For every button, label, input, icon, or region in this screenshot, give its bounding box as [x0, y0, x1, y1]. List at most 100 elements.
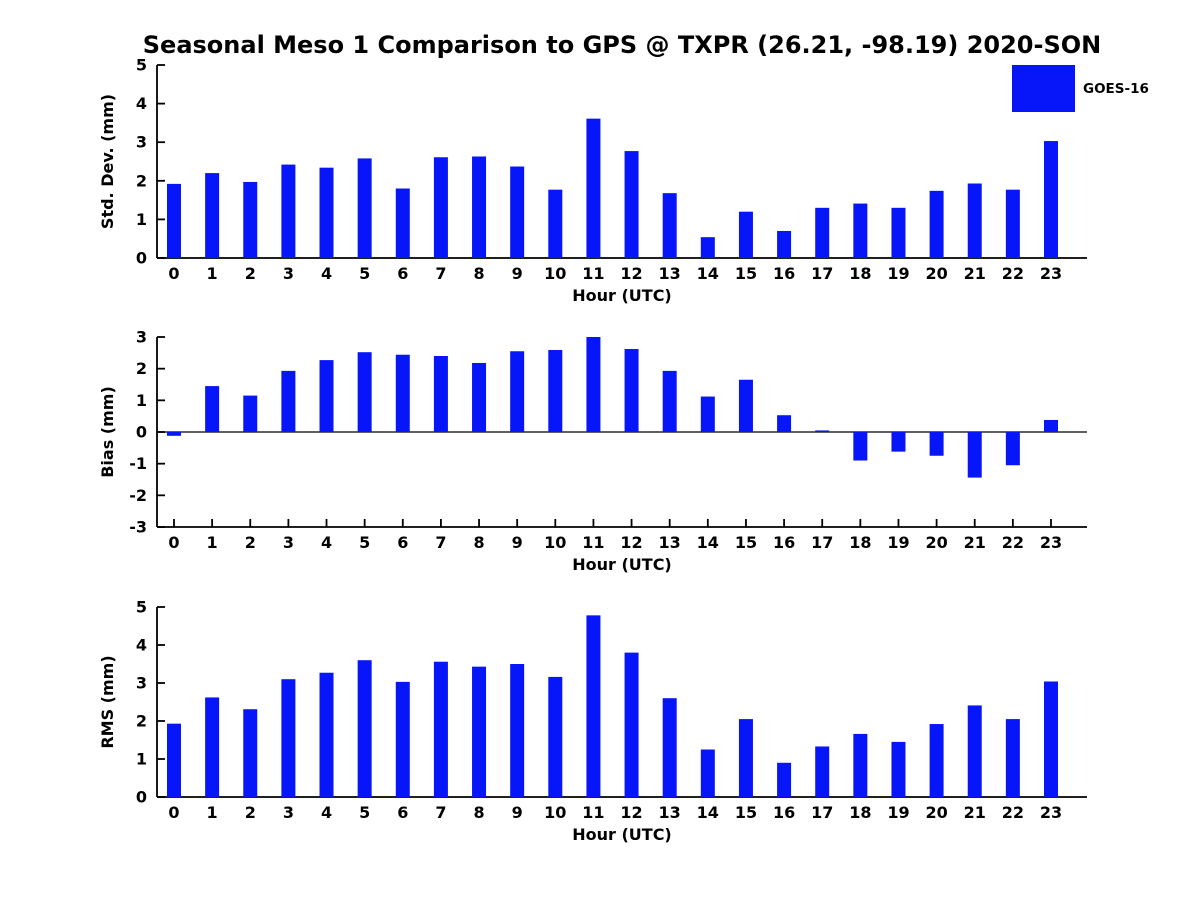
bar-rms-h3 — [281, 679, 296, 797]
bar-rms-h1 — [205, 697, 220, 797]
x-tick-label: 23 — [1040, 803, 1062, 822]
x-tick-label: 1 — [207, 533, 218, 552]
x-tick-label: 6 — [397, 533, 408, 552]
bar-std-dev-h11 — [586, 118, 601, 259]
y-tick-label: 3 — [136, 674, 147, 693]
y-tick-label: 5 — [136, 56, 147, 75]
y-tick-label: -2 — [129, 486, 147, 505]
bar-rms-h11 — [586, 615, 601, 797]
x-tick-label: 11 — [582, 533, 604, 552]
y-tick-label: 0 — [136, 249, 147, 268]
x-tick-label: 10 — [544, 264, 566, 283]
bar-rms-h21 — [967, 705, 982, 797]
x-tick-label: 18 — [849, 533, 871, 552]
bar-std-dev-h20 — [929, 190, 944, 258]
bar-std-dev-h14 — [700, 237, 715, 258]
x-tick-label: 22 — [1002, 533, 1024, 552]
bar-rms-h19 — [891, 741, 906, 797]
bar-bias-h17 — [815, 430, 830, 432]
x-tick-label: 4 — [321, 264, 332, 283]
bar-bias-h9 — [510, 351, 525, 432]
x-tick-label: 8 — [473, 533, 484, 552]
y-tick-label: 2 — [136, 171, 147, 190]
y-tick-label: 1 — [136, 210, 147, 229]
bar-std-dev-h6 — [395, 188, 410, 258]
x-tick-label: 8 — [473, 264, 484, 283]
legend: GOES-16 — [1012, 65, 1149, 112]
x-tick-label: 23 — [1040, 533, 1062, 552]
x-tick-label: 20 — [925, 533, 947, 552]
bar-std-dev-h23 — [1043, 141, 1058, 258]
y-tick-label: 4 — [136, 94, 147, 113]
bar-rms-h23 — [1043, 681, 1058, 797]
bar-std-dev-h9 — [510, 166, 525, 258]
bar-bias-h21 — [967, 432, 982, 478]
x-tick-label: 19 — [887, 533, 909, 552]
x-tick-label: 17 — [811, 533, 833, 552]
x-tick-label: 7 — [435, 533, 446, 552]
x-tick-label: 2 — [245, 533, 256, 552]
x-tick-label: 12 — [620, 533, 642, 552]
bar-bias-h10 — [548, 349, 563, 432]
x-axis-label: Hour (UTC) — [572, 825, 672, 844]
bar-std-dev-h13 — [662, 193, 677, 258]
x-tick-label: 19 — [887, 264, 909, 283]
x-tick-label: 0 — [168, 533, 179, 552]
bar-rms-h14 — [700, 749, 715, 797]
x-tick-label: 17 — [811, 803, 833, 822]
bar-std-dev-h17 — [815, 207, 830, 258]
y-tick-label: 1 — [136, 750, 147, 769]
y-tick-label: 2 — [136, 712, 147, 731]
bar-bias-h12 — [624, 349, 639, 432]
y-axis-label: Bias (mm) — [98, 386, 117, 478]
y-tick-label: 0 — [136, 788, 147, 807]
bar-bias-h23 — [1043, 419, 1058, 432]
x-tick-label: 12 — [620, 803, 642, 822]
x-tick-label: 8 — [473, 803, 484, 822]
x-tick-label: 18 — [849, 803, 871, 822]
y-axis-label: RMS (mm) — [98, 655, 117, 748]
bar-rms-h8 — [472, 666, 487, 797]
x-tick-label: 22 — [1002, 264, 1024, 283]
y-tick-label: 1 — [136, 391, 147, 410]
x-tick-label: 1 — [207, 264, 218, 283]
bar-bias-h5 — [357, 352, 372, 432]
bar-rms-h12 — [624, 652, 639, 797]
bar-bias-h11 — [586, 337, 601, 432]
bar-bias-h4 — [319, 360, 334, 432]
x-tick-label: 9 — [512, 803, 523, 822]
y-tick-label: 5 — [136, 598, 147, 617]
y-tick-label: 4 — [136, 636, 147, 655]
bar-rms-h5 — [357, 660, 372, 797]
x-tick-label: 1 — [207, 803, 218, 822]
legend-swatch-goes16 — [1012, 65, 1075, 112]
y-tick-label: -3 — [129, 518, 147, 537]
x-tick-label: 11 — [582, 803, 604, 822]
bar-rms-h13 — [662, 698, 677, 797]
x-tick-label: 20 — [925, 803, 947, 822]
bar-bias-h8 — [472, 362, 487, 432]
bar-std-dev-h7 — [433, 157, 448, 258]
x-tick-label: 13 — [659, 533, 681, 552]
x-axis-label: Hour (UTC) — [572, 555, 672, 574]
x-tick-label: 6 — [397, 803, 408, 822]
x-tick-label: 3 — [283, 264, 294, 283]
x-axis-label: Hour (UTC) — [572, 286, 672, 305]
y-tick-label: -1 — [129, 454, 147, 473]
bar-rms-h0 — [167, 723, 181, 797]
x-tick-label: 13 — [659, 803, 681, 822]
x-tick-label: 4 — [321, 803, 332, 822]
bar-bias-h16 — [777, 415, 792, 432]
bar-rms-h15 — [738, 719, 753, 797]
bar-rms-h17 — [815, 746, 830, 797]
x-tick-label: 18 — [849, 264, 871, 283]
x-tick-label: 10 — [544, 803, 566, 822]
x-tick-label: 15 — [735, 264, 757, 283]
x-tick-label: 14 — [697, 533, 719, 552]
x-tick-label: 14 — [697, 264, 719, 283]
x-tick-label: 5 — [359, 803, 370, 822]
bar-std-dev-h19 — [891, 207, 906, 258]
